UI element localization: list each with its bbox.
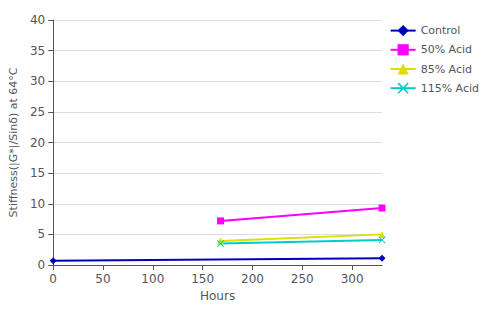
svg-text:50: 50 <box>95 272 110 286</box>
svg-text:Stiffness(|G*|/Sinδ) at 64°C: Stiffness(|G*|/Sinδ) at 64°C <box>7 67 20 217</box>
svg-text:300: 300 <box>341 272 364 286</box>
svg-text:20: 20 <box>30 136 45 150</box>
svg-text:50% Acid: 50% Acid <box>421 43 472 56</box>
svg-text:85% Acid: 85% Acid <box>421 63 472 76</box>
svg-text:250: 250 <box>291 272 314 286</box>
svg-text:0: 0 <box>49 272 57 286</box>
svg-text:115% Acid: 115% Acid <box>421 82 479 95</box>
svg-text:5: 5 <box>38 227 46 241</box>
svg-text:10: 10 <box>30 197 45 211</box>
svg-text:25: 25 <box>30 105 45 119</box>
svg-text:35: 35 <box>30 44 45 58</box>
svg-text:40: 40 <box>30 13 45 27</box>
svg-text:30: 30 <box>30 74 45 88</box>
svg-text:150: 150 <box>191 272 214 286</box>
svg-text:15: 15 <box>30 166 45 180</box>
svg-text:Hours: Hours <box>200 289 235 303</box>
svg-text:Control: Control <box>421 24 461 37</box>
svg-text:200: 200 <box>241 272 264 286</box>
svg-text:100: 100 <box>141 272 164 286</box>
svg-text:0: 0 <box>38 258 46 272</box>
